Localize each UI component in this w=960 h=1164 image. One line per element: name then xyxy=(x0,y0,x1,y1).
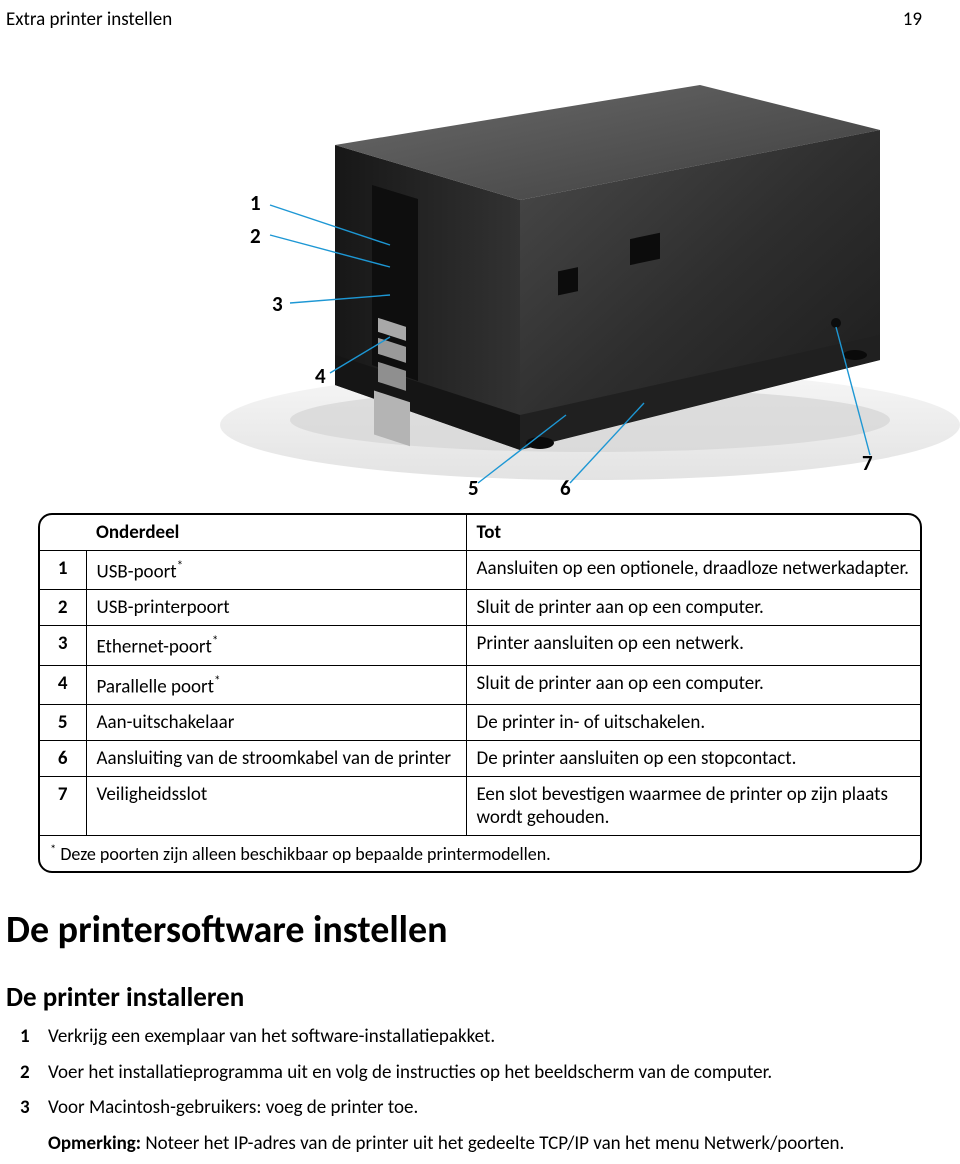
step-text: Voer het installatieprogramma uit en vol… xyxy=(48,1060,772,1086)
row-part: USB-poort* xyxy=(86,551,466,590)
row-purpose: Aansluiten op een optionele, draadloze n… xyxy=(466,551,920,590)
heading-software: De printersoftware instellen xyxy=(6,907,960,953)
callout-3: 3 xyxy=(272,291,283,317)
note-text: Noteer het IP-adres van de printer uit h… xyxy=(141,1132,844,1155)
callout-5: 5 xyxy=(468,475,479,501)
step-item: 1 Verkrijg een exemplaar van het softwar… xyxy=(20,1024,922,1050)
step-item: 2 Voer het installatieprogramma uit en v… xyxy=(20,1060,922,1086)
step-item: 3 Voor Macintosh-gebruikers: voeg de pri… xyxy=(20,1095,922,1121)
step-index: 3 xyxy=(20,1095,38,1121)
row-num: 2 xyxy=(40,590,86,626)
printer-ports-figure: 1 2 3 4 5 6 7 xyxy=(0,55,960,505)
row-purpose: De printer aansluiten op een stopcontact… xyxy=(466,740,920,776)
row-purpose: Een slot bevestigen waarmee de printer o… xyxy=(466,776,920,835)
table-row: 1USB-poort*Aansluiten op een optionele, … xyxy=(40,551,920,590)
step-index: 2 xyxy=(20,1060,38,1086)
col-header-purpose: Tot xyxy=(466,515,920,551)
table-footnote: * Deze poorten zijn alleen beschikbaar o… xyxy=(40,835,920,871)
table-row: 3Ethernet-poort*Printer aansluiten op ee… xyxy=(40,626,920,665)
page-number: 19 xyxy=(903,8,922,31)
row-num: 4 xyxy=(40,665,86,704)
note-label: Opmerking: xyxy=(48,1132,141,1155)
row-purpose: Sluit de printer aan op een computer. xyxy=(466,665,920,704)
row-part: Parallelle poort* xyxy=(86,665,466,704)
row-num: 6 xyxy=(40,740,86,776)
step-index: 1 xyxy=(20,1024,38,1050)
col-header-part: Onderdeel xyxy=(86,515,466,551)
callout-6: 6 xyxy=(560,475,571,501)
heading-install: De printer installeren xyxy=(6,981,960,1014)
table-row: 4Parallelle poort*Sluit de printer aan o… xyxy=(40,665,920,704)
row-part: Aansluiting van de stroomkabel van de pr… xyxy=(86,740,466,776)
table-row: 6Aansluiting van de stroomkabel van de p… xyxy=(40,740,920,776)
table-row: 2USB-printerpoortSluit de printer aan op… xyxy=(40,590,920,626)
section-title: Extra printer instellen xyxy=(6,8,172,31)
step-text: Voor Macintosh-gebruikers: voeg de print… xyxy=(48,1095,418,1121)
row-num: 7 xyxy=(40,776,86,835)
page-header: Extra printer instellen 19 xyxy=(0,0,960,37)
row-part: USB-printerpoort xyxy=(86,590,466,626)
callout-2: 2 xyxy=(250,223,261,249)
callout-4: 4 xyxy=(315,363,326,389)
install-steps: 1 Verkrijg een exemplaar van het softwar… xyxy=(20,1024,922,1121)
callout-1: 1 xyxy=(250,190,261,216)
table-row: 5Aan-uitschakelaarDe printer in- of uits… xyxy=(40,704,920,740)
printer-illustration xyxy=(0,55,960,505)
note: Opmerking: Noteer het IP-adres van de pr… xyxy=(48,1131,922,1157)
row-part: Aan-uitschakelaar xyxy=(86,704,466,740)
row-part: Ethernet-poort* xyxy=(86,626,466,665)
row-num: 5 xyxy=(40,704,86,740)
col-header-num xyxy=(40,515,86,551)
parts-table: Onderdeel Tot 1USB-poort*Aansluiten op e… xyxy=(38,513,922,873)
table-row: 7VeiligheidsslotEen slot bevestigen waar… xyxy=(40,776,920,835)
row-purpose: Sluit de printer aan op een computer. xyxy=(466,590,920,626)
step-text: Verkrijg een exemplaar van het software-… xyxy=(48,1024,495,1050)
row-part: Veiligheidsslot xyxy=(86,776,466,835)
callout-7: 7 xyxy=(862,450,873,476)
row-purpose: Printer aansluiten op een netwerk. xyxy=(466,626,920,665)
row-num: 3 xyxy=(40,626,86,665)
row-purpose: De printer in- of uitschakelen. xyxy=(466,704,920,740)
row-num: 1 xyxy=(40,551,86,590)
